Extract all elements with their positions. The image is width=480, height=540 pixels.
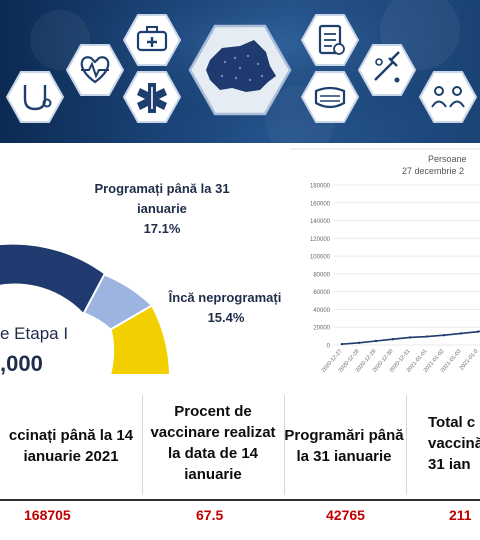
mask-icon bbox=[300, 71, 360, 123]
y-tick-label: 120000 bbox=[310, 237, 331, 243]
donut-chart bbox=[0, 244, 172, 376]
people-distance-icon bbox=[418, 71, 478, 123]
label-programati: Programați până la 31 ianuarie bbox=[94, 181, 230, 216]
data-point bbox=[391, 338, 395, 341]
banner-art bbox=[0, 0, 480, 143]
data-point bbox=[357, 341, 361, 344]
stats-table: ccinați până la 14 ianuarie 2021 Procent… bbox=[0, 395, 480, 540]
label-etapa: e Etapa I bbox=[0, 324, 69, 343]
y-tick-label: 100000 bbox=[310, 255, 331, 261]
stethoscope-icon bbox=[5, 71, 65, 123]
value-procent: 67.5 bbox=[196, 507, 224, 523]
label-neprogramati: Încă neprogramați bbox=[168, 290, 282, 305]
chart-subtitle: 27 decembrie 2 bbox=[402, 166, 464, 176]
pct-neprogramati: 15.4% bbox=[207, 310, 245, 325]
data-point bbox=[459, 332, 463, 335]
data-point bbox=[408, 336, 412, 339]
header-programari: Programări până la 31 ianuarie bbox=[284, 427, 404, 465]
table-rule bbox=[0, 499, 480, 501]
value-total: 211 bbox=[449, 507, 472, 523]
column-divider bbox=[284, 395, 285, 495]
header-vaccinati: ccinați până la 14 ianuarie 2021 bbox=[8, 427, 134, 465]
chart-title: Persoane bbox=[428, 154, 467, 164]
data-point bbox=[374, 339, 378, 343]
column-divider bbox=[142, 395, 143, 495]
series-line bbox=[341, 330, 480, 345]
line-chart-panel: Persoane 27 decembrie 2 0 20000 40000 60000… bbox=[290, 143, 480, 375]
data-point bbox=[476, 330, 480, 333]
data-point bbox=[442, 334, 446, 337]
heart-rate-icon bbox=[65, 44, 125, 96]
value-vaccinati: 168705 bbox=[24, 507, 71, 523]
value-programari: 42765 bbox=[326, 507, 365, 523]
medical-kit-icon bbox=[122, 14, 182, 66]
y-tick-label: 180000 bbox=[310, 184, 331, 190]
y-tick-label: 60000 bbox=[313, 290, 330, 296]
y-tick-label: 80000 bbox=[313, 272, 330, 278]
y-tick-label: 40000 bbox=[313, 308, 330, 314]
header-banner bbox=[0, 0, 480, 143]
column-divider bbox=[406, 395, 407, 495]
data-point bbox=[425, 335, 429, 338]
romania-map-icon bbox=[188, 24, 292, 116]
y-tick-label: 0 bbox=[327, 344, 331, 350]
y-tick-label: 20000 bbox=[313, 326, 330, 332]
vaccine-icon bbox=[357, 44, 417, 96]
header-procent: Procent de vaccinare realizat la data de… bbox=[150, 403, 276, 483]
line-chart: Persoane 27 decembrie 2 0 20000 40000 60000… bbox=[290, 143, 480, 375]
donut-slice-vaccinati bbox=[0, 244, 105, 314]
donut-total: ,000 bbox=[0, 351, 43, 376]
clipboard-icon bbox=[300, 14, 360, 66]
donut-slice-neprogramati bbox=[108, 304, 172, 376]
y-tick-label: 140000 bbox=[310, 219, 331, 225]
data-point bbox=[340, 342, 344, 346]
pct-programati: 17.1% bbox=[143, 221, 181, 236]
header-total: Total c vaccinăr 31 ian bbox=[428, 414, 480, 473]
y-tick-label: 160000 bbox=[310, 201, 331, 207]
medical-star-icon bbox=[122, 71, 182, 123]
